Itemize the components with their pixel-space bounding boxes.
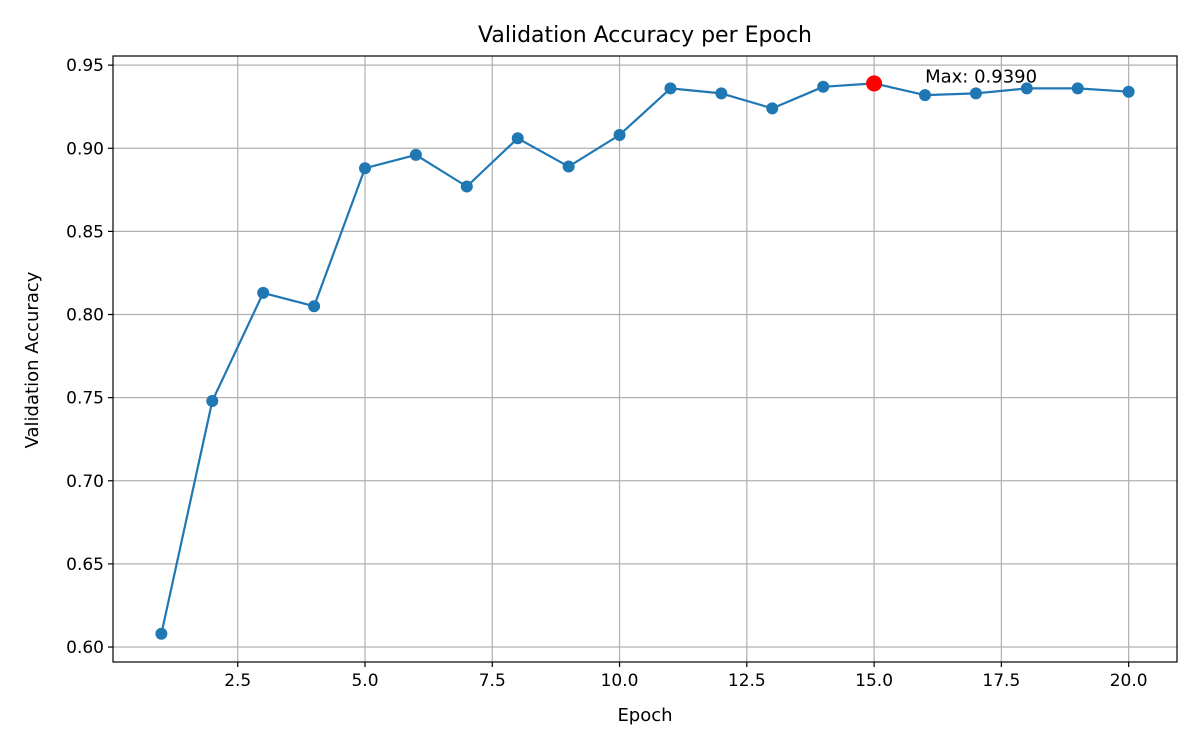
accuracy-data-point [206,394,219,407]
accuracy-data-point [919,89,931,102]
x-tick-label: 7.5 [479,671,506,691]
y-tick-label: 0.80 [66,306,104,326]
accuracy-data-point [257,286,270,299]
x-tick-label: 17.5 [982,671,1020,691]
y-tick-label: 0.95 [66,56,104,76]
accuracy-data-point [460,180,473,193]
accuracy-data-point [817,80,830,93]
accuracy-data-point [308,300,321,313]
accuracy-data-point [562,160,575,173]
max-accuracy-point [866,75,883,92]
x-tick-label: 5.0 [351,671,378,691]
x-axis-ticks: 2.5 5.0 7.5 10.0 12.5 15.0 17.5 20.0 [224,662,1148,691]
accuracy-data-point [664,82,677,95]
accuracy-data-point [766,102,779,115]
accuracy-data-point [1122,85,1135,98]
y-axis-label: Validation Accuracy [22,271,43,448]
x-tick-label: 12.5 [728,671,766,691]
accuracy-data-point [155,627,168,640]
x-tick-label: 15.0 [855,671,893,691]
y-tick-label: 0.70 [66,472,104,492]
y-tick-label: 0.75 [66,389,104,409]
y-tick-label: 0.85 [66,222,104,242]
accuracy-data-point [511,132,524,145]
accuracy-data-point [409,148,422,161]
x-tick-label: 20.0 [1110,671,1148,691]
accuracy-data-point [1071,82,1084,95]
y-tick-label: 0.60 [66,638,104,658]
x-tick-label: 10.0 [601,671,639,691]
y-axis-ticks: 0.60 0.65 0.70 0.75 0.80 0.85 0.90 0.95 [66,56,113,658]
grid [113,56,1177,662]
max-accuracy-annotation: Max: 0.9390 [925,66,1037,87]
x-tick-label: 2.5 [224,671,251,691]
y-tick-label: 0.65 [66,555,104,575]
plot-area-frame [112,55,1178,663]
accuracy-series-line [160,82,1129,634]
accuracy-data-point [715,87,728,100]
series-layer: Max: 0.9390 [155,66,1135,640]
chart-title: Validation Accuracy per Epoch [478,23,812,48]
x-axis-label: Epoch [617,705,672,726]
accuracy-data-point [969,87,982,100]
accuracy-data-point [359,162,371,175]
accuracy-data-point [613,128,626,141]
y-tick-label: 0.90 [66,139,104,159]
accuracy-data-point [1020,82,1033,95]
